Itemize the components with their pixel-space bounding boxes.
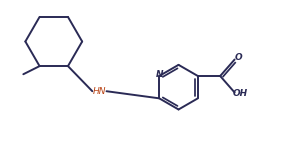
Text: O: O xyxy=(235,53,242,62)
Text: N: N xyxy=(155,71,163,79)
Text: OH: OH xyxy=(233,89,248,98)
Text: HN: HN xyxy=(93,87,106,96)
